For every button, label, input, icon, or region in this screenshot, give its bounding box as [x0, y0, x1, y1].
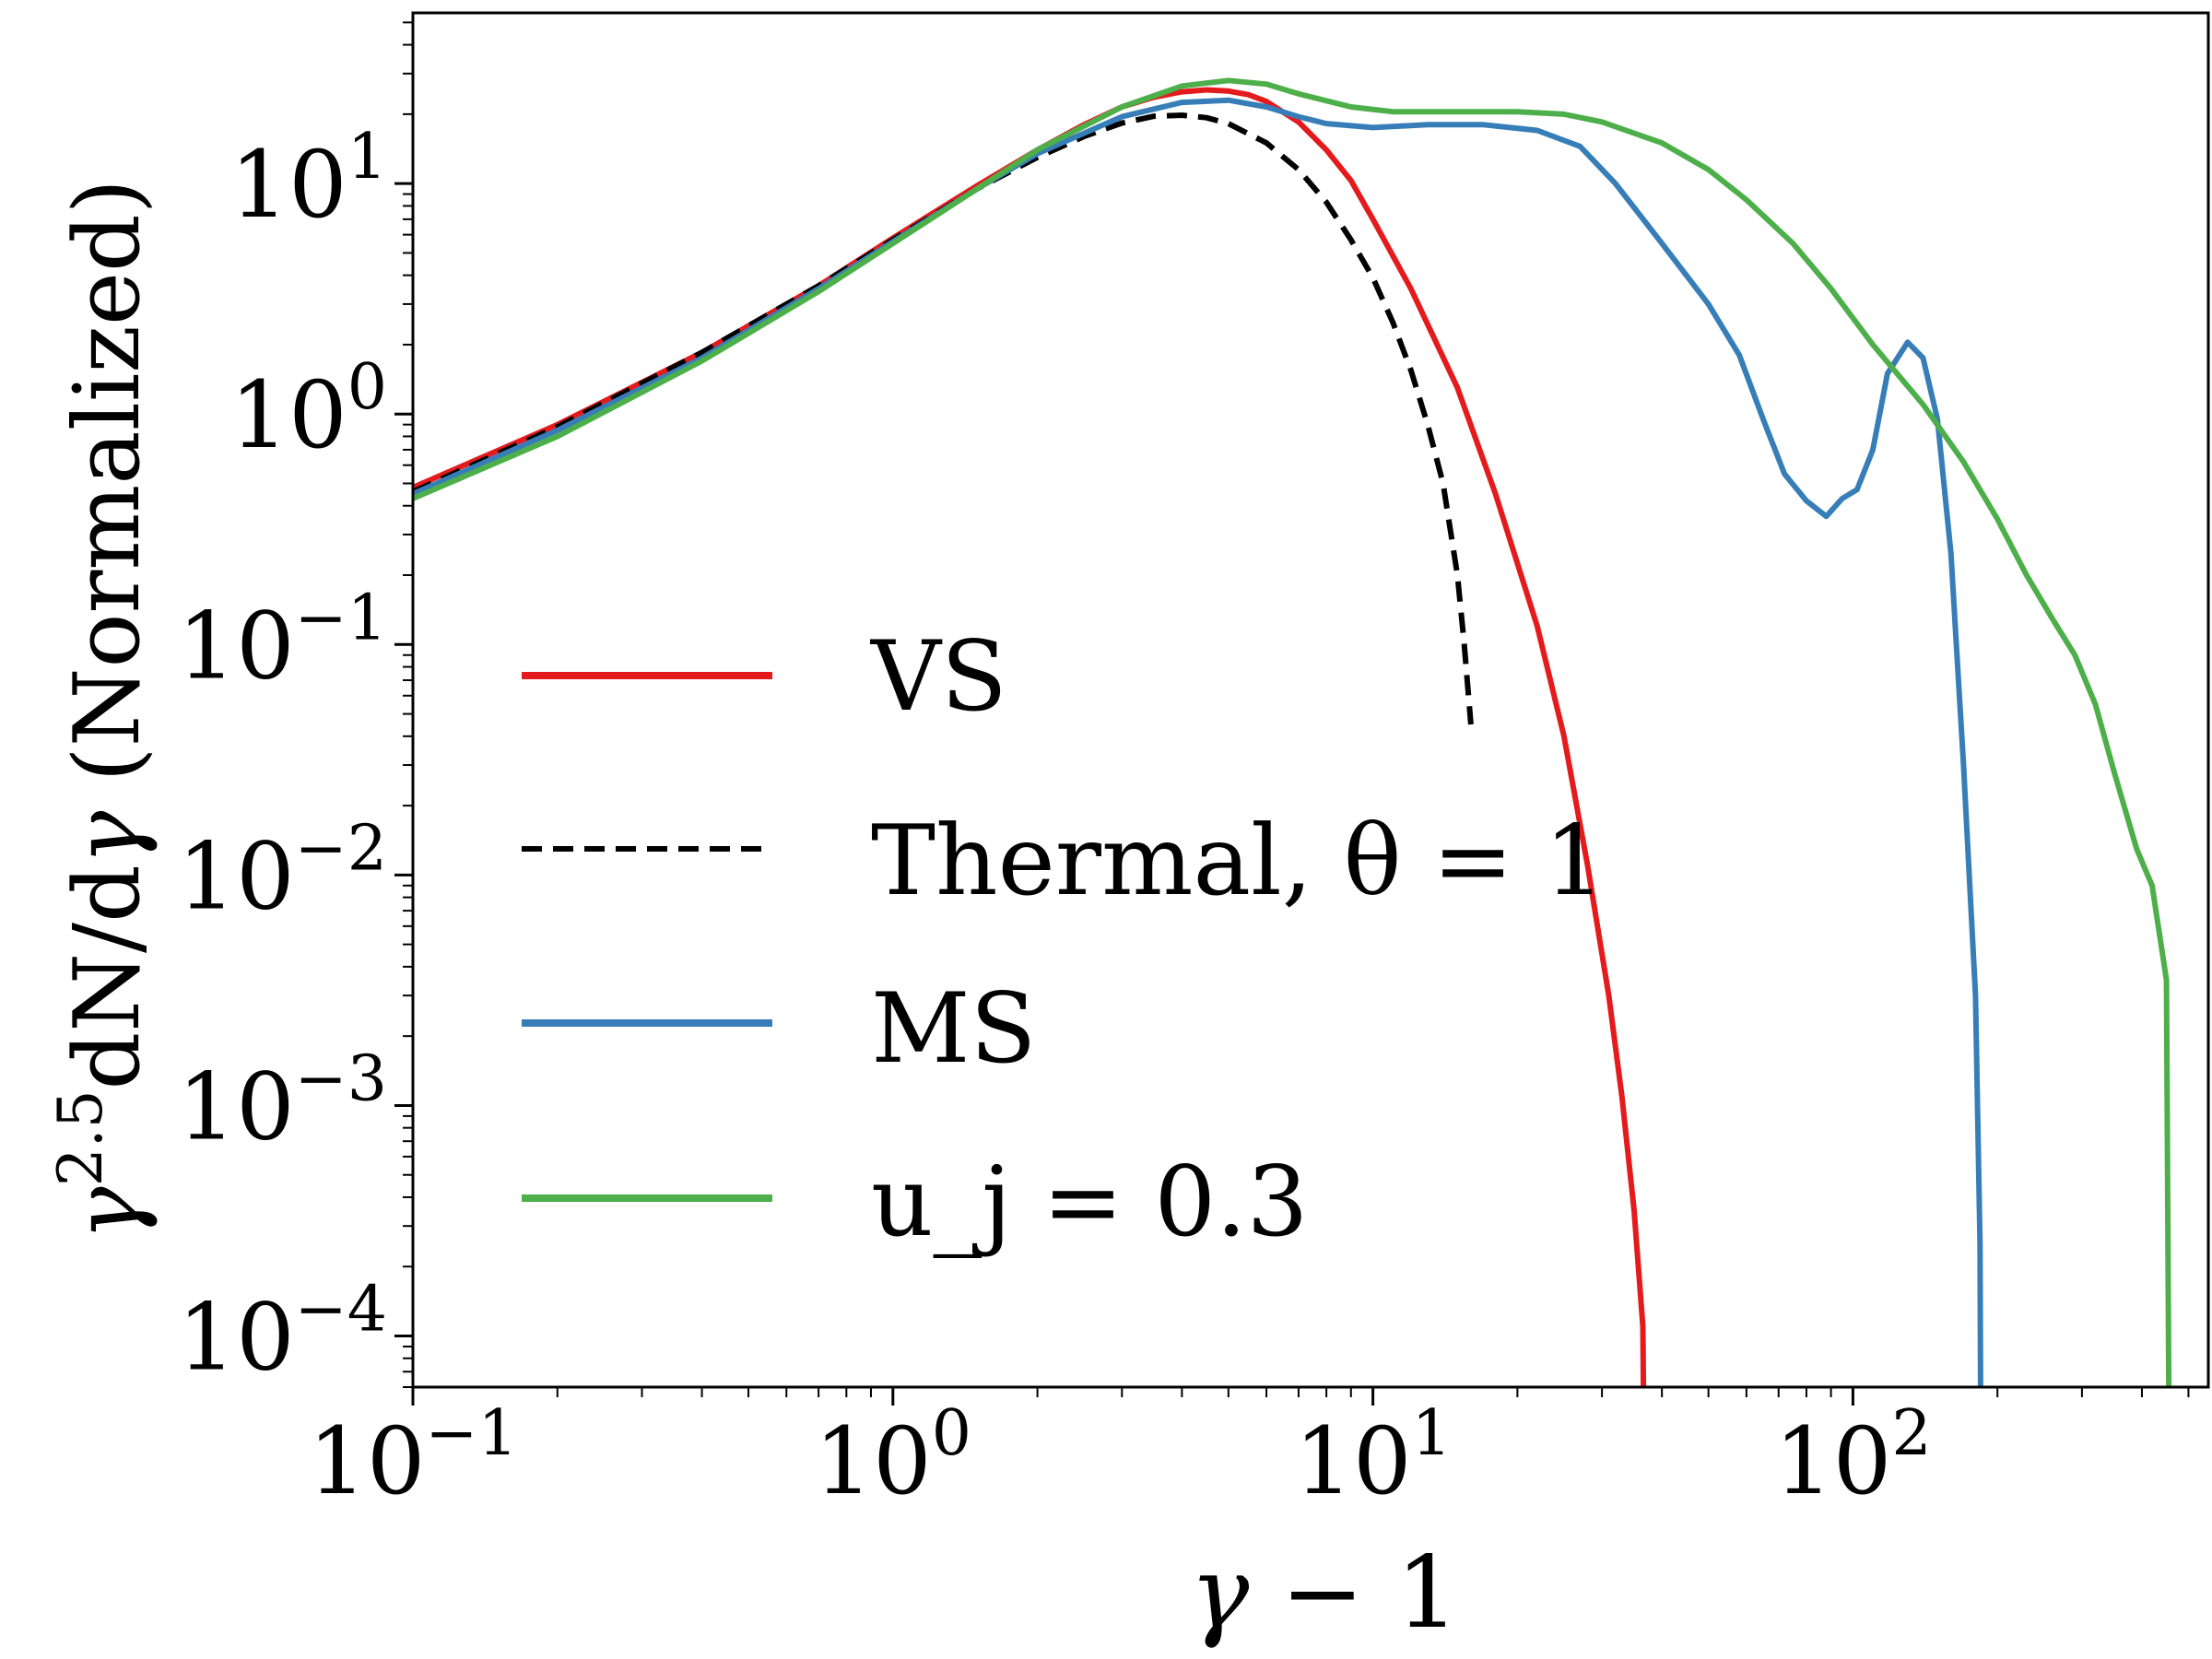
x-tick-label: 100 — [815, 1397, 972, 1515]
series-line-2 — [411, 97, 1983, 1388]
major-ticks — [394, 182, 1854, 1406]
y-tick-labels: 10−4 10−3 10−2 10−1 100 101 — [178, 121, 388, 1391]
y-tick-label: 10−1 — [178, 582, 388, 700]
y-tick-label: 10−2 — [178, 812, 388, 930]
y-tick-label: 100 — [229, 351, 387, 469]
legend: VS Thermal, θ = 1 MS u_j = 0.3 — [522, 620, 1606, 1258]
minor-ticks — [403, 21, 2190, 1397]
y-tick-label: 101 — [229, 121, 387, 239]
legend-label-ms: MS — [871, 972, 1036, 1085]
y-tick-label: 10−4 — [178, 1274, 388, 1392]
x-tick-labels: 10−1 100 101 102 — [308, 1397, 1931, 1515]
x-tick-label: 10−1 — [308, 1397, 518, 1515]
x-tick-label: 101 — [1294, 1397, 1452, 1515]
y-axis-label: γ2.5dN/dγ (Normalized) — [45, 179, 160, 1241]
x-tick-label: 102 — [1774, 1397, 1932, 1515]
legend-label-uj: u_j = 0.3 — [871, 1146, 1308, 1258]
series-line-3 — [411, 77, 2172, 1388]
plot-frame — [411, 11, 2210, 1389]
legend-label-vs: VS — [869, 620, 1007, 733]
x-axis-label: γ − 1 — [1190, 1535, 1459, 1651]
y-tick-label: 10−3 — [178, 1042, 388, 1160]
legend-label-thermal: Thermal, θ = 1 — [871, 805, 1606, 917]
series-layer — [411, 77, 2172, 1388]
